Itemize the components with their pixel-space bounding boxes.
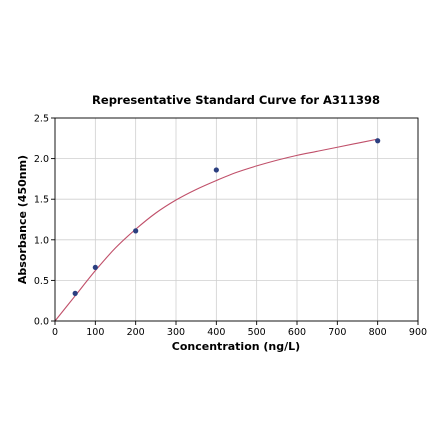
x-tick-label: 800 (369, 327, 387, 338)
x-tick-label: 600 (288, 327, 306, 338)
data-points-layer (72, 138, 381, 296)
data-point (375, 138, 381, 144)
y-axis: 0.0 0.5 1.0 1.5 2.0 2.5 (34, 114, 55, 328)
data-point (213, 167, 219, 173)
x-axis-label: Concentration (ng/L) (172, 340, 300, 353)
grid-lines (54, 117, 419, 322)
x-tick-label: 0 (52, 327, 58, 338)
y-tick-label: 0.0 (34, 317, 49, 328)
data-point (92, 264, 98, 271)
data-point (133, 228, 139, 234)
x-tick-label: 500 (248, 327, 266, 338)
fit-curve-line (54, 138, 378, 322)
fit-curve-layer (54, 138, 378, 322)
x-tick-label: 100 (86, 327, 104, 338)
x-tick-label: 700 (328, 327, 346, 338)
y-tick-label: 2.5 (34, 114, 49, 125)
x-tick-label: 200 (127, 327, 145, 338)
plot-frame (54, 117, 419, 322)
y-axis-label: Absorbance (450nm) (16, 155, 29, 284)
x-tick-label: 400 (207, 327, 225, 338)
x-axis: 0 100 200 300 400 500 600 700 800 900 (52, 321, 427, 338)
chart-title: Representative Standard Curve for A31139… (92, 93, 380, 107)
data-point (72, 290, 78, 296)
y-tick-label: 0.5 (34, 276, 49, 287)
x-tick-label: 900 (409, 327, 427, 338)
y-tick-label: 2.0 (34, 154, 49, 165)
y-tick-label: 1.5 (34, 195, 49, 206)
y-tick-label: 1.0 (34, 235, 49, 246)
x-tick-label: 300 (167, 327, 185, 338)
